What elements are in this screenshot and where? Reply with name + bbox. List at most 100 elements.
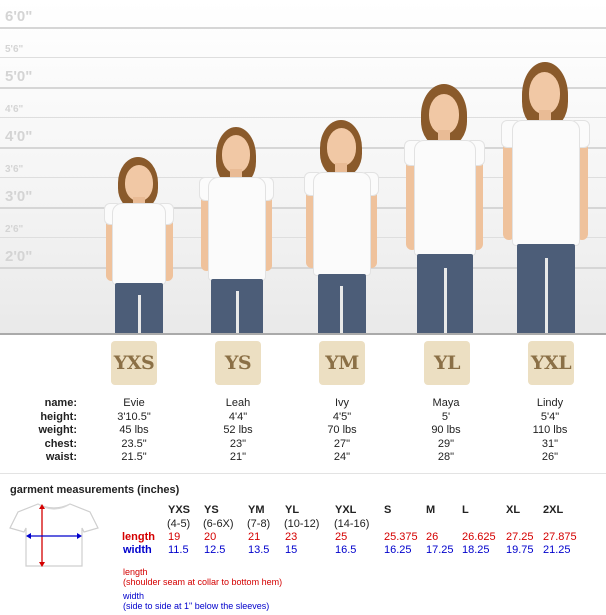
model-height: 5' <box>441 410 451 423</box>
length-value-ym: 21 <box>248 531 261 543</box>
length-value-l: 26.625 <box>462 531 496 543</box>
model-height: 4'4" <box>228 410 248 423</box>
garment-size-2xl: 2XL <box>543 504 564 516</box>
model-weight: 52 lbs <box>223 424 253 436</box>
size-badge-yxs: YXS <box>111 341 157 385</box>
width-value-xl: 19.75 <box>506 544 534 556</box>
height-line-5ft <box>0 87 606 89</box>
spec-label-waist: waist: <box>45 451 77 463</box>
width-value-m: 17.25 <box>426 544 454 556</box>
model-name: Evie <box>123 397 145 409</box>
height-label-3ft: 3'0" <box>5 188 33 205</box>
height-line-4ft6 <box>0 117 606 118</box>
garment-size-yxl: YXL <box>335 504 357 516</box>
width-value-ys: 12.5 <box>204 544 226 556</box>
height-line-3ft6 <box>0 177 606 178</box>
width-note-desc: (side to side at 1" below the sleeves) <box>123 601 270 611</box>
spec-labels: name: height: weight: chest: waist: <box>0 397 78 465</box>
length-value-yxl: 25 <box>335 531 348 543</box>
height-label-4ft6: 4'6" <box>5 104 24 115</box>
length-value-yl: 23 <box>285 531 298 543</box>
garment-size-ym: YM <box>248 504 265 516</box>
garment-size-yxs: YXS <box>168 504 191 516</box>
model-photo-ivy <box>302 118 382 335</box>
size-badge-ys: YS <box>215 341 261 385</box>
model-chest: 23.5" <box>121 437 147 450</box>
size-badge-yl: YL <box>424 341 470 385</box>
garment-age-ym: (7-8) <box>247 518 271 530</box>
garment-age-yxl: (14-16) <box>334 518 370 530</box>
model-chest: 27" <box>333 437 351 450</box>
width-value-ym: 13.5 <box>248 544 270 556</box>
model-waist: 24" <box>333 451 351 463</box>
length-note-title: length <box>123 567 148 577</box>
garment-size-m: M <box>426 504 436 516</box>
section-divider <box>0 473 606 474</box>
model-height: 3'10.5" <box>117 410 151 423</box>
height-label-2ft6: 2'6" <box>5 224 24 235</box>
length-value-2xl: 27.875 <box>543 531 577 543</box>
garment-age-ys: (6-6X) <box>203 518 234 530</box>
model-waist: 26" <box>541 451 559 463</box>
height-label-6ft: 6'0" <box>5 8 33 25</box>
height-line-3ft <box>0 207 606 209</box>
model-waist: 21.5" <box>121 451 147 463</box>
height-label-4ft: 4'0" <box>5 128 33 145</box>
floor-line <box>0 333 606 335</box>
garment-size-yl: YL <box>285 504 300 516</box>
model-chest: 31" <box>541 437 559 450</box>
model-waist: 28" <box>437 451 455 463</box>
model-weight: 45 lbs <box>119 424 149 436</box>
model-weight: 110 lbs <box>532 424 568 436</box>
garment-age-yxs: (4-5) <box>167 518 191 530</box>
model-photo-evie <box>100 155 180 335</box>
size-badge-yxl: YXL <box>528 341 574 385</box>
tshirt-diagram <box>9 503 99 567</box>
spec-label-weight: weight: <box>38 424 78 436</box>
spec-column-yxl: Lindy 5'4" 110 lbs 31" 26" <box>510 397 590 465</box>
height-line-6ft <box>0 27 606 29</box>
spec-column-ym: Ivy 4'5" 70 lbs 27" 24" <box>302 397 382 465</box>
spec-column-yl: Maya 5' 90 lbs 29" 28" <box>406 397 486 465</box>
model-waist: 21" <box>229 451 247 463</box>
height-line-5ft6 <box>0 57 606 58</box>
model-name: Ivy <box>334 397 350 409</box>
height-label-5ft: 5'0" <box>5 68 33 85</box>
model-photo-maya <box>402 82 488 335</box>
length-value-s: 25.375 <box>384 531 418 543</box>
length-value-yxs: 19 <box>168 531 181 543</box>
length-value-xl: 27.25 <box>506 531 534 543</box>
model-name: Maya <box>432 397 460 409</box>
width-value-2xl: 21.25 <box>543 544 571 556</box>
width-value-yxl: 16.5 <box>335 544 357 556</box>
height-chart-photo: 6'0" 5'6" 5'0" 4'6" 4'0" 3'6" 3'0" 2'6" … <box>0 0 606 335</box>
length-value-ys: 20 <box>204 531 217 543</box>
model-weight: 70 lbs <box>327 424 357 436</box>
height-line-4ft <box>0 147 606 149</box>
garment-size-s: S <box>384 504 392 516</box>
width-value-s: 16.25 <box>384 544 412 556</box>
spec-label-height: height: <box>40 410 77 423</box>
garment-size-l: L <box>462 504 469 516</box>
width-value-yxs: 11.5 <box>168 544 189 556</box>
tshirt-outline <box>9 503 99 567</box>
garment-size-ys: YS <box>204 504 219 516</box>
height-line-2ft6 <box>0 237 606 238</box>
model-name: Leah <box>225 397 251 409</box>
garment-age-yl: (10-12) <box>284 518 320 530</box>
height-line-2ft <box>0 267 606 269</box>
height-label-2ft: 2'0" <box>5 248 33 265</box>
model-photo-leah <box>196 125 278 335</box>
garment-size-xl: XL <box>506 504 521 516</box>
width-note-title: width <box>123 591 145 601</box>
height-label-3ft6: 3'6" <box>5 164 24 175</box>
model-height: 4'5" <box>332 410 352 423</box>
spec-label-name: name: <box>44 397 77 409</box>
length-row-label: length <box>122 531 155 543</box>
spec-column-ys: Leah 4'4" 52 lbs 23" 21" <box>198 397 278 465</box>
model-chest: 29" <box>437 437 455 450</box>
spec-column-yxs: Evie 3'10.5" 45 lbs 23.5" 21.5" <box>94 397 174 465</box>
model-photo-lindy <box>500 60 592 335</box>
spec-label-chest: chest: <box>44 437 77 450</box>
model-height: 5'4" <box>540 410 560 423</box>
